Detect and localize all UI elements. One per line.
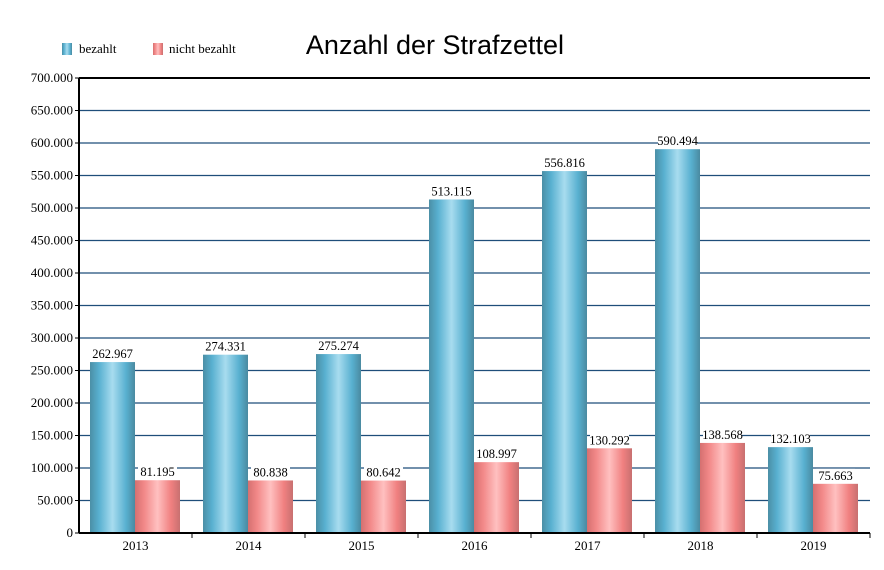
data-label: 262.967: [92, 347, 133, 361]
data-label-bg: [658, 134, 697, 149]
bar-bezahlt: [655, 149, 700, 533]
y-tick-label: 300.000: [31, 330, 73, 345]
data-label: 590.494: [657, 134, 698, 148]
y-tick-label: 250.000: [31, 363, 73, 378]
data-label: 274.331: [205, 340, 246, 354]
bar-bezahlt: [316, 354, 361, 533]
y-tick-label: 650.000: [31, 103, 73, 118]
bar-nicht-bezahlt: [587, 448, 632, 533]
y-tick-label: 400.000: [31, 265, 73, 280]
y-tick-label: 700.000: [31, 70, 73, 85]
data-label: 130.292: [589, 433, 630, 447]
bar-nicht-bezahlt: [700, 442, 745, 533]
data-label-bg: [251, 465, 290, 480]
data-label-bg: [771, 432, 810, 447]
data-label-bg: [432, 184, 471, 199]
chart-title: Anzahl der Strafzettel: [306, 30, 564, 60]
bar-bezahlt: [203, 354, 248, 533]
y-tick-label: 450.000: [31, 233, 73, 248]
y-tick-label: 200.000: [31, 395, 73, 410]
bar-bezahlt: [429, 199, 474, 533]
legend-label-nicht-bezahlt: nicht bezahlt: [169, 41, 236, 56]
x-tick-label: 2016: [462, 538, 489, 553]
y-tick-label: 50.000: [37, 493, 73, 508]
bar-nicht-bezahlt: [474, 462, 519, 533]
data-label: 81.195: [140, 465, 174, 479]
legend-swatch-bezahlt: [62, 43, 72, 55]
bar-bezahlt: [768, 447, 813, 533]
data-label-bg: [545, 156, 584, 171]
data-label-bg: [93, 347, 132, 362]
x-tick-label: 2019: [801, 538, 827, 553]
data-label-bg: [138, 465, 177, 480]
bar-nicht-bezahlt: [248, 480, 293, 533]
bar-bezahlt: [90, 362, 135, 533]
data-label-bg: [816, 468, 855, 483]
bar-nicht-bezahlt: [813, 483, 858, 533]
bar-nicht-bezahlt: [361, 480, 406, 533]
data-label-bg: [477, 447, 516, 462]
bar-bezahlt: [542, 171, 587, 534]
x-tick-label: 2014: [236, 538, 263, 553]
legend-label-bezahlt: bezahlt: [79, 41, 117, 56]
legend: bezahlt nicht bezahlt: [62, 41, 236, 56]
y-tick-label: 100.000: [31, 460, 73, 475]
x-tick-label: 2013: [123, 538, 149, 553]
y-tick-label: 500.000: [31, 200, 73, 215]
x-tick-label: 2015: [349, 538, 375, 553]
data-label: 108.997: [476, 447, 517, 461]
data-label: 138.568: [702, 428, 743, 442]
data-label: 275.274: [318, 339, 359, 353]
data-label: 132.103: [770, 432, 811, 446]
data-label: 75.663: [818, 469, 852, 483]
data-label-bg: [206, 339, 245, 354]
x-tick-label: 2017: [575, 538, 602, 553]
x-tick-label: 2018: [688, 538, 714, 553]
data-label-bg: [319, 339, 358, 354]
y-tick-label: 150.000: [31, 428, 73, 443]
data-label: 556.816: [544, 156, 585, 170]
data-label: 80.642: [366, 466, 400, 480]
data-label-bg: [590, 433, 629, 448]
data-label-bg: [703, 427, 742, 442]
data-label-bg: [364, 465, 403, 480]
y-tick-label: 0: [67, 525, 74, 540]
y-tick-label: 350.000: [31, 298, 73, 313]
data-label: 80.838: [253, 465, 287, 479]
data-label: 513.115: [431, 184, 471, 198]
bar-nicht-bezahlt: [135, 480, 180, 533]
legend-swatch-nicht-bezahlt: [153, 43, 163, 55]
y-tick-label: 550.000: [31, 168, 73, 183]
y-tick-label: 600.000: [31, 135, 73, 150]
